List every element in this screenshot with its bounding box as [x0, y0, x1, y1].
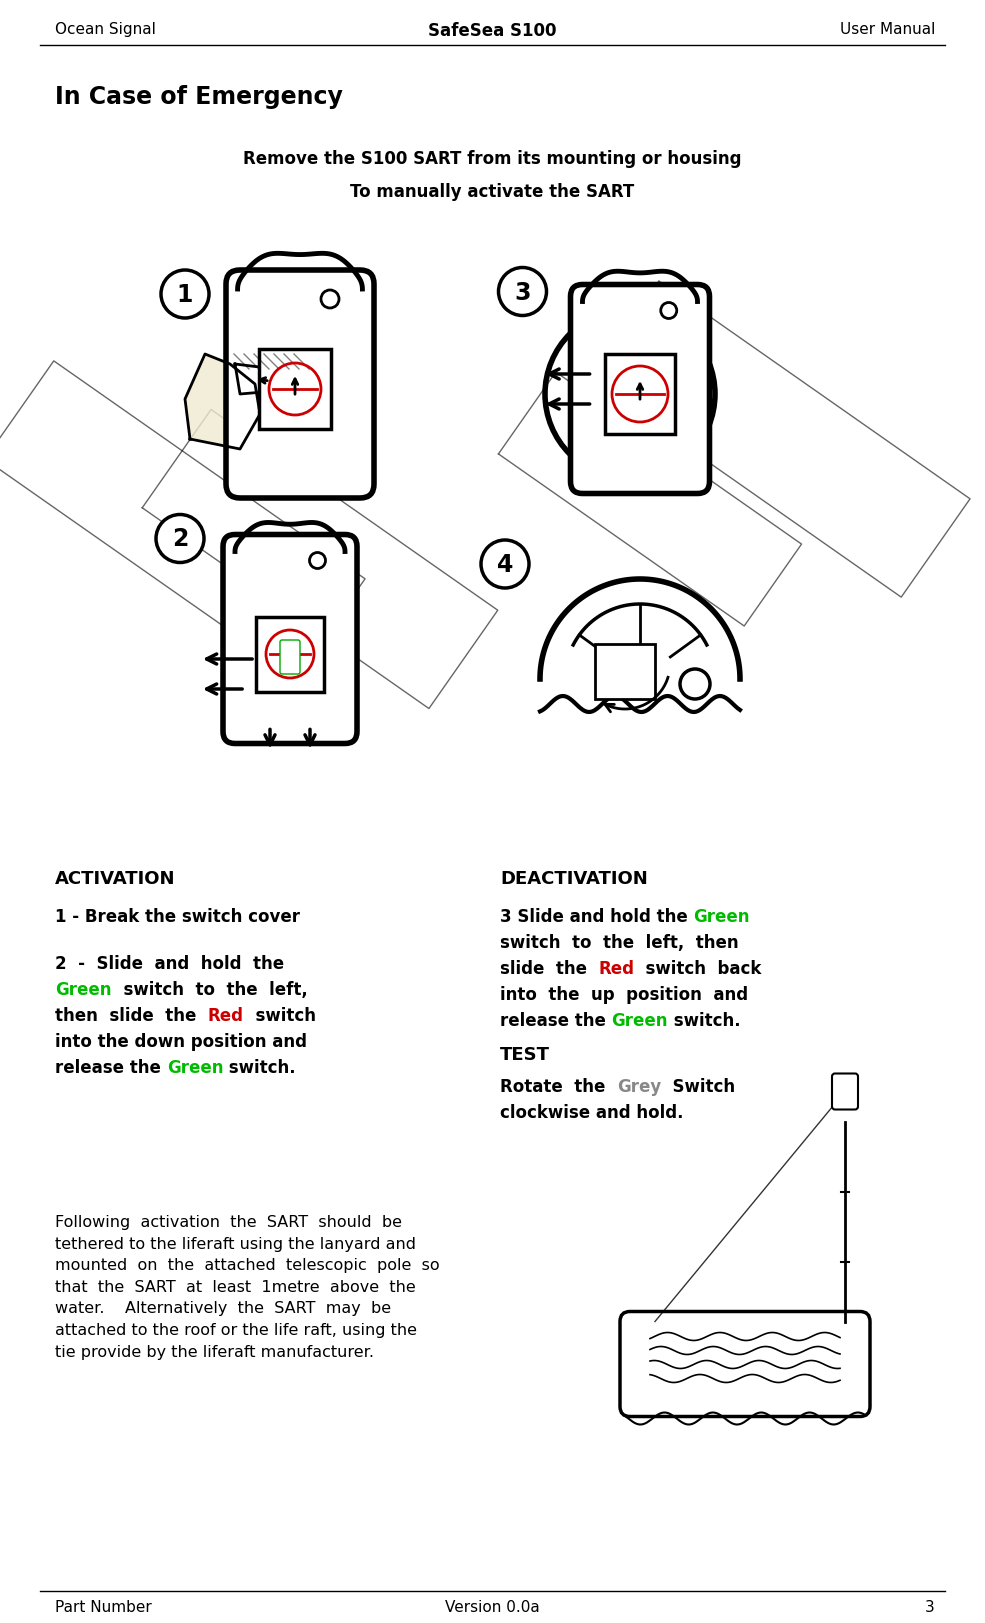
Text: 1: 1	[177, 282, 193, 307]
Text: To manually activate the SART: To manually activate the SART	[350, 183, 634, 201]
FancyBboxPatch shape	[223, 536, 357, 743]
Text: Part Number: Part Number	[55, 1599, 152, 1613]
Circle shape	[156, 514, 204, 563]
Text: Ocean Signal: Ocean Signal	[55, 23, 156, 37]
Text: Green: Green	[693, 907, 750, 925]
Text: TEST: TEST	[500, 1045, 550, 1063]
FancyBboxPatch shape	[605, 355, 675, 435]
Text: switch.: switch.	[668, 1011, 741, 1029]
Text: into  the  up  position  and: into the up position and	[500, 985, 749, 1003]
Text: release the: release the	[55, 1058, 166, 1076]
Text: Switch: Switch	[661, 1078, 735, 1096]
Text: Green: Green	[612, 1011, 668, 1029]
Text: clockwise and hold.: clockwise and hold.	[500, 1104, 684, 1121]
Text: SafeSea S100: SafeSea S100	[427, 23, 557, 41]
Text: Following  activation  the  SART  should  be
tethered to the liferaft using the : Following activation the SART should be …	[55, 1214, 439, 1358]
Polygon shape	[235, 365, 280, 394]
Text: 3 Slide and hold the: 3 Slide and hold the	[500, 907, 693, 925]
Text: into the down position and: into the down position and	[55, 1032, 307, 1050]
Text: Grey: Grey	[617, 1078, 661, 1096]
Text: release the: release the	[500, 1011, 612, 1029]
FancyBboxPatch shape	[832, 1074, 858, 1110]
Text: Version 0.0a: Version 0.0a	[444, 1599, 540, 1613]
FancyBboxPatch shape	[226, 271, 374, 498]
Text: Remove the S100 SART from its mounting or housing: Remove the S100 SART from its mounting o…	[242, 149, 742, 167]
FancyBboxPatch shape	[259, 351, 331, 430]
Text: ACTIVATION: ACTIVATION	[55, 870, 175, 888]
Text: 3: 3	[925, 1599, 935, 1613]
Text: switch.: switch.	[224, 1058, 296, 1076]
Text: switch  back: switch back	[634, 959, 761, 977]
Text: Red: Red	[599, 959, 634, 977]
Text: then  slide  the: then slide the	[55, 1006, 208, 1024]
Text: slide  the: slide the	[500, 959, 599, 977]
Text: Red: Red	[208, 1006, 244, 1024]
Text: Rotate  the: Rotate the	[500, 1078, 617, 1096]
Text: 1 - Break the switch cover: 1 - Break the switch cover	[55, 907, 300, 925]
Text: 4: 4	[496, 553, 513, 576]
Text: Green: Green	[55, 980, 111, 998]
Text: In Case of Emergency: In Case of Emergency	[55, 84, 343, 109]
FancyBboxPatch shape	[570, 286, 709, 493]
Text: switch  to  the  left,: switch to the left,	[111, 980, 307, 998]
FancyBboxPatch shape	[256, 617, 324, 691]
Text: 2: 2	[171, 527, 188, 552]
Circle shape	[498, 268, 547, 316]
Text: User Manual: User Manual	[839, 23, 935, 37]
Text: 3: 3	[514, 281, 531, 305]
FancyBboxPatch shape	[620, 1311, 870, 1417]
Text: switch  to  the  left,  then: switch to the left, then	[500, 933, 739, 951]
Text: DEACTIVATION: DEACTIVATION	[500, 870, 648, 888]
FancyBboxPatch shape	[280, 641, 300, 675]
Polygon shape	[185, 355, 260, 450]
Circle shape	[161, 271, 209, 318]
Text: Green: Green	[166, 1058, 224, 1076]
Circle shape	[481, 540, 529, 589]
FancyBboxPatch shape	[595, 644, 655, 700]
Text: switch: switch	[244, 1006, 316, 1024]
Polygon shape	[540, 579, 740, 709]
Text: 2  -  Slide  and  hold  the: 2 - Slide and hold the	[55, 954, 284, 972]
